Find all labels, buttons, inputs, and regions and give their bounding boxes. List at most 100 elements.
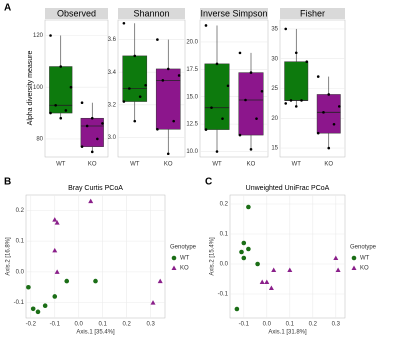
- point: [26, 284, 31, 290]
- point: [122, 100, 126, 103]
- point: [80, 145, 84, 148]
- point: [128, 87, 131, 90]
- x-tick-label: 0.1: [286, 322, 295, 328]
- point: [238, 51, 242, 55]
- point: [133, 119, 137, 123]
- legend-label: WT: [180, 256, 190, 262]
- point: [327, 93, 331, 96]
- point: [239, 249, 244, 255]
- y-axis-label: Alpha diversity measure: [27, 51, 34, 126]
- x-tick-label: KO: [88, 162, 97, 168]
- point: [289, 99, 293, 102]
- point: [80, 101, 84, 105]
- x-tick-label: 0.1: [99, 322, 108, 328]
- point: [204, 128, 208, 131]
- y-tick-label: 20.0: [186, 39, 198, 45]
- legend-marker: [171, 265, 177, 270]
- point: [161, 79, 165, 82]
- point: [259, 279, 265, 284]
- legend-marker: [351, 265, 357, 270]
- point: [210, 106, 213, 109]
- point: [255, 261, 260, 267]
- y-tick-label: 30: [271, 56, 278, 62]
- x-axis-label: Axis.1 [31.8%]: [268, 330, 307, 336]
- x-tick-label: 0.3: [146, 322, 155, 328]
- panel-bg: [25, 194, 166, 319]
- point: [172, 119, 175, 123]
- point: [221, 117, 224, 120]
- y-tick-label: 10.0: [186, 149, 198, 155]
- point: [49, 111, 52, 115]
- y-tick-label: 3.2: [108, 102, 117, 108]
- point: [246, 246, 251, 252]
- point: [54, 269, 60, 274]
- y-tick-label: 20: [271, 116, 278, 122]
- point: [322, 111, 325, 114]
- point: [264, 279, 270, 284]
- y-tick-label: 35: [271, 27, 278, 33]
- point: [241, 255, 247, 261]
- box: [238, 72, 264, 136]
- point: [85, 124, 89, 128]
- y-tick-label: 0.2: [16, 208, 25, 214]
- point: [35, 309, 41, 315]
- legend-marker: [171, 255, 177, 261]
- point: [333, 255, 339, 260]
- point: [69, 85, 73, 89]
- x-tick-label: KO: [324, 162, 333, 168]
- x-tick-label: -0.1: [239, 322, 250, 328]
- strip: [118, 8, 185, 19]
- point: [52, 294, 58, 299]
- legend-title: Genotype: [350, 245, 377, 251]
- x-tick-label: 0.3: [332, 322, 341, 328]
- y-tick-label: 0.0: [16, 269, 25, 275]
- point: [271, 267, 277, 272]
- x-tick-label: WT: [212, 162, 222, 168]
- point: [305, 60, 309, 63]
- point: [284, 27, 288, 31]
- point: [42, 303, 48, 309]
- y-tick-label: 3.4: [108, 70, 117, 76]
- point: [96, 137, 99, 141]
- point: [166, 152, 170, 156]
- chart-title: Unweighted UniFrac PCoA: [246, 185, 330, 192]
- point: [54, 220, 60, 225]
- y-tick-label: 120: [33, 33, 44, 39]
- x-tick-label: 0.0: [263, 322, 272, 328]
- point: [177, 74, 181, 77]
- point: [294, 105, 298, 108]
- point: [157, 278, 163, 284]
- y-axis-label: Axis.2 [15.4%]: [210, 237, 216, 276]
- point: [246, 204, 251, 210]
- x-tick-label: 0.0: [75, 322, 84, 328]
- point: [241, 240, 247, 246]
- y-tick-label: 15.0: [186, 94, 198, 100]
- x-tick-label: WT: [292, 162, 302, 168]
- point: [166, 67, 170, 71]
- point: [287, 267, 293, 272]
- x-tick-label: WT: [130, 162, 140, 168]
- point: [49, 34, 52, 37]
- legend-label: KO: [180, 266, 189, 272]
- point: [300, 99, 303, 102]
- strip: [280, 8, 345, 19]
- box: [80, 117, 104, 147]
- panel-bg: [229, 194, 346, 319]
- y-tick-label: 25: [271, 86, 278, 92]
- point: [144, 83, 147, 87]
- box: [155, 68, 181, 130]
- y-tick-label: 3.6: [108, 37, 117, 43]
- y-tick-label: 100: [33, 85, 44, 91]
- point: [90, 116, 94, 120]
- point: [156, 127, 159, 131]
- point: [52, 247, 58, 253]
- point: [30, 306, 36, 312]
- point: [133, 54, 137, 58]
- point: [284, 102, 288, 105]
- point: [54, 104, 57, 107]
- y-tick-label: 3.0: [108, 135, 117, 141]
- y-tick-label: -0.1: [14, 300, 25, 306]
- point: [249, 148, 253, 151]
- point: [204, 24, 208, 27]
- point: [88, 198, 94, 204]
